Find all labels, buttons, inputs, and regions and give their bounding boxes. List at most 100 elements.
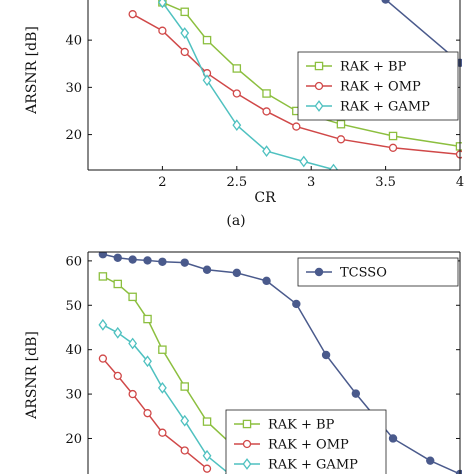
legend-marker (314, 61, 324, 71)
data-point-tcsso (128, 255, 137, 264)
y-axis-label-a: ARSNR [dB] (24, 26, 40, 115)
data-point-rak-gamp (128, 337, 138, 350)
legend-marker (314, 267, 324, 277)
chart-panel-a: 20 30 40 2 2.5 3 3.5 4 CR ARSNR [dB] (a) RAK + … (24, 0, 464, 229)
legend-b-bottom: RAK + BP RAK + OMP RAK + GAMP (225, 409, 387, 474)
data-point-rak-omp (336, 135, 346, 144)
data-point-rak-omp (292, 122, 301, 131)
y-tick-label: 20 (65, 128, 82, 143)
data-point-rak-omp (143, 409, 152, 418)
data-point-rak-gamp (329, 163, 338, 170)
legend-marker (314, 81, 324, 91)
x-tick-label: 2.5 (226, 175, 247, 190)
legend-marker (242, 419, 252, 429)
legend-label: RAK + BP (268, 418, 335, 433)
legend-label: RAK + OMP (340, 80, 421, 95)
data-point-rak-bp (202, 417, 212, 426)
data-point-rak-bp (180, 382, 189, 391)
data-point-tcsso (113, 253, 122, 262)
data-point-rak-gamp (98, 318, 108, 331)
data-point-tcsso (381, 0, 390, 4)
y-tick-label: 40 (65, 34, 82, 49)
legend-entry-tcsso: TCSSO (306, 266, 387, 281)
legend-label: TCSSO (340, 266, 387, 281)
data-point-rak-gamp (143, 355, 152, 368)
data-point-rak-omp (232, 89, 241, 98)
data-point-rak-gamp (113, 326, 123, 339)
legend-b-top: TCSSO (297, 257, 459, 287)
y-tick-label: 50 (65, 299, 82, 314)
legend-label: RAK + BP (340, 60, 407, 75)
data-point-rak-omp (180, 47, 189, 57)
data-point-rak-omp (128, 10, 137, 19)
y-tick-label: 60 (65, 254, 82, 269)
legend-marker (242, 439, 252, 449)
series-rak-gamp-a (157, 0, 338, 170)
x-tick-label: 2 (158, 175, 166, 190)
data-point-rak-bp (158, 345, 167, 354)
data-point-rak-gamp (157, 0, 167, 9)
data-point-tcsso (321, 350, 331, 360)
legend-entry-rak-omp: RAK + OMP (306, 80, 421, 95)
legend-label: RAK + GAMP (340, 100, 430, 115)
data-point-rak-gamp (157, 381, 167, 394)
y-tick-label: 30 (65, 81, 82, 96)
data-point-rak-bp (128, 292, 137, 302)
data-point-rak-bp (202, 35, 212, 45)
data-point-tcsso (158, 257, 167, 266)
y-tick-label: 40 (65, 343, 82, 358)
data-point-rak-bp (98, 272, 108, 281)
data-point-rak-omp (158, 26, 167, 35)
data-point-tcsso (202, 265, 212, 274)
series-line-tcsso (384, 0, 461, 64)
x-axis-label-a: CR (254, 190, 276, 206)
legend-a: RAK + BP RAK + OMP RAK + GAMP (297, 51, 459, 121)
x-tick-label: 3 (307, 175, 315, 190)
data-point-rak-bp (336, 119, 346, 129)
legend-marker (242, 458, 252, 470)
legend-label: RAK + OMP (268, 438, 349, 453)
data-point-tcsso (98, 252, 108, 259)
data-point-tcsso (180, 258, 189, 267)
x-tick-label: 4 (456, 175, 464, 190)
x-tick-label: 3.5 (375, 175, 396, 190)
data-point-rak-bp (262, 89, 271, 98)
legend-entry-rak-gamp: RAK + GAMP (306, 100, 430, 115)
data-point-rak-gamp (299, 155, 309, 168)
legend-entry-rak-omp: RAK + OMP (234, 438, 349, 453)
legend-label: RAK + GAMP (268, 458, 358, 473)
series-rak-gamp-b (98, 318, 234, 474)
series-rak-omp-b (98, 354, 212, 473)
data-point-tcsso (388, 434, 398, 443)
data-point-rak-bp (180, 7, 189, 17)
data-point-tcsso (426, 456, 435, 465)
data-point-tcsso (143, 256, 152, 265)
data-point-tcsso (262, 276, 271, 286)
data-point-rak-bp (388, 131, 398, 141)
data-point-rak-omp (262, 107, 271, 116)
y-tick-label: 30 (65, 388, 82, 403)
data-point-rak-gamp (262, 145, 271, 157)
data-point-rak-bp (232, 64, 242, 73)
data-point-rak-omp (158, 428, 167, 437)
panel-caption-a: (a) (226, 213, 245, 229)
data-point-tcsso (232, 268, 241, 278)
legend-entry-rak-bp: RAK + BP (234, 418, 335, 433)
data-point-rak-gamp (180, 414, 190, 427)
data-point-rak-omp (98, 354, 108, 363)
data-point-rak-bp (143, 314, 152, 324)
data-point-rak-omp (180, 446, 189, 455)
data-point-rak-gamp (202, 74, 212, 87)
data-point-rak-gamp (232, 119, 242, 132)
series-rak-omp-a (128, 10, 462, 159)
y-axis-label-b: ARSNR [dB] (24, 331, 40, 420)
legend-entry-rak-bp: RAK + BP (306, 60, 407, 75)
legend-marker (314, 100, 324, 112)
data-point-rak-gamp (180, 27, 190, 39)
data-point-rak-omp (202, 464, 212, 473)
series-line-rak-omp (132, 13, 461, 156)
data-point-rak-omp (388, 143, 398, 152)
data-point-rak-omp (128, 389, 137, 399)
